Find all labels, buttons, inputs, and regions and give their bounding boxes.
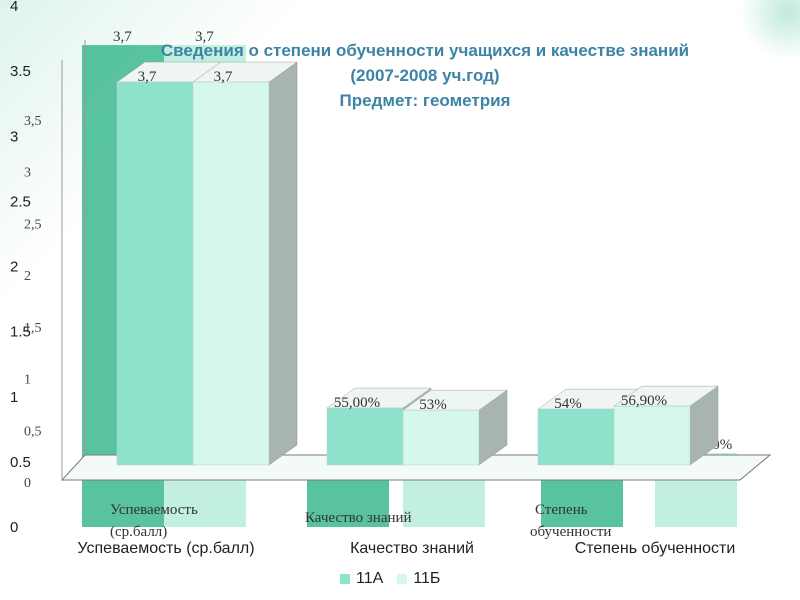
bar-series-1-1 xyxy=(326,407,404,466)
legend-item-series-1: 11А xyxy=(340,570,383,588)
x-tick-label-secondary: обученности xyxy=(530,524,611,540)
y-tick-label-secondary: 1 xyxy=(24,373,31,388)
x-tick-label-secondary: Успеваемость xyxy=(110,502,198,518)
y-tick-label-secondary: 0,5 xyxy=(24,424,42,439)
bar-series-2-0 xyxy=(192,81,270,466)
data-label-series-2-0: 3,7 xyxy=(214,69,233,85)
title-line-3: Предмет: геометрия xyxy=(339,91,511,110)
bar-series-1-0 xyxy=(116,81,194,466)
x-tick-label-secondary: Степень xyxy=(535,502,588,518)
y-tick-label: 4 xyxy=(10,0,18,15)
bar-series-2-2 xyxy=(613,405,691,466)
legend-swatch-series-1 xyxy=(340,574,350,584)
x-tick-label: Степень обученности xyxy=(575,540,736,557)
legend-label-series-2: 11Б xyxy=(413,570,441,587)
decorative-corner xyxy=(740,0,800,60)
y-tick-label: 0 xyxy=(10,519,18,536)
data-label-series-2-1: 53% xyxy=(419,397,447,413)
back-data-label-series-2-0: 3,7 xyxy=(195,29,214,45)
data-label-series-1-2: 54% xyxy=(554,396,582,412)
y-tick-label: 3.5 xyxy=(10,63,31,80)
y-tick-label-secondary: 2 xyxy=(24,269,31,284)
legend-label-series-1: 11А xyxy=(356,570,384,587)
data-label-series-1-1: 55,00% xyxy=(334,395,380,411)
y-tick-label: 1 xyxy=(10,389,18,406)
y-tick-label: 0.5 xyxy=(10,454,31,471)
x-tick-label-secondary: (ср.балл) xyxy=(110,524,167,540)
title-line-1: Сведения о степени обученности учащихся … xyxy=(160,41,690,60)
x-tick-label: Успеваемость (ср.балл) xyxy=(77,540,254,557)
x-tick-label-secondary: Качество знаний xyxy=(305,510,412,526)
y-tick-label: 3 xyxy=(10,128,18,145)
y-tick-label: 2.5 xyxy=(10,193,31,210)
bar-series-1-2 xyxy=(537,408,615,466)
y-tick-label-secondary: 3,5 xyxy=(24,114,42,129)
y-tick-label-secondary: 0 xyxy=(24,476,31,491)
title-line-2: (2007-2008 уч.год) xyxy=(350,66,500,85)
back-data-label-series-1-0: 3,7 xyxy=(113,29,132,45)
legend: 11А 11Б xyxy=(340,568,440,590)
data-label-series-1-0: 3,7 xyxy=(138,69,157,85)
bar-series-2-1 xyxy=(402,409,480,466)
bar-side-series-2-0 xyxy=(268,61,298,466)
legend-item-series-2: 11Б xyxy=(397,570,440,588)
y-tick-label-secondary: 3 xyxy=(24,166,31,181)
y-tick-label: 2 xyxy=(10,259,18,276)
y-tick-label-secondary: 1,5 xyxy=(24,321,42,336)
chart-title: Сведения о степени обученности учащихся … xyxy=(70,38,780,113)
data-label-series-2-2: 56,90% xyxy=(621,393,667,409)
y-tick-label-secondary: 2,5 xyxy=(24,217,42,232)
y-tick-label: 1.5 xyxy=(10,324,31,341)
legend-swatch-series-2 xyxy=(397,574,408,584)
x-tick-label: Качество знаний xyxy=(350,540,474,557)
